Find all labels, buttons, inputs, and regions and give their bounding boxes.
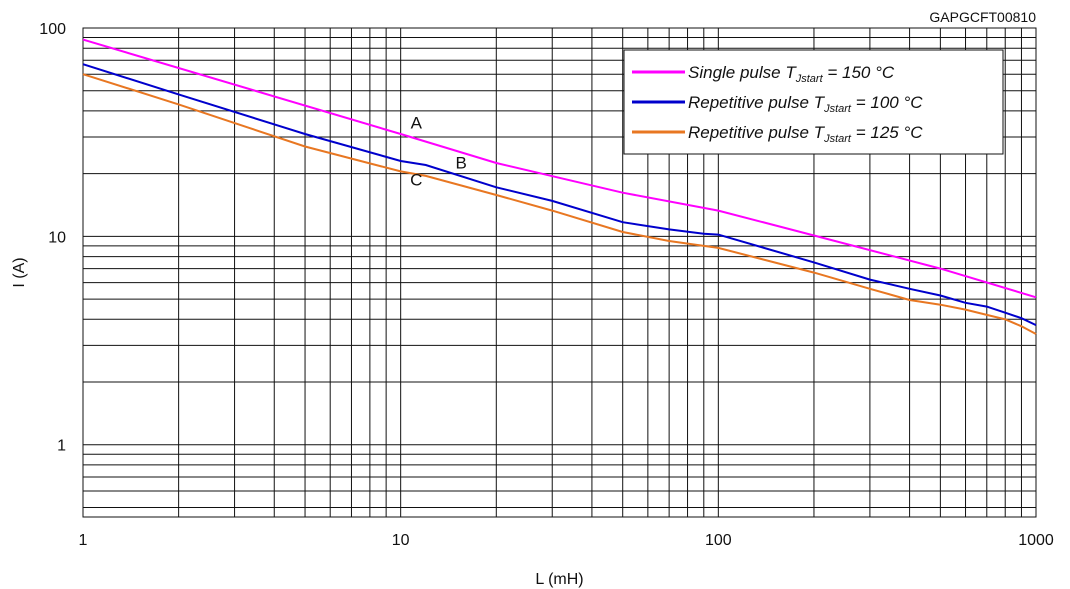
tick-labels: 1 10 100 1000 1 10 100 [39, 21, 1054, 549]
x-axis-label: L (mH) [535, 571, 583, 588]
y-tick-label: 100 [39, 21, 66, 38]
legend-label-1: Single pulse TJstart = 150 °C [688, 63, 895, 85]
series-line-2 [82, 63, 1037, 327]
x-tick-label: 10 [392, 532, 410, 549]
legend-box [623, 49, 1004, 155]
y-tick-label: 10 [48, 229, 66, 246]
curve-label-b: B [455, 153, 466, 172]
y-axis-label: I (A) [11, 257, 28, 287]
curve-annotations: A B C [410, 113, 467, 189]
series-line-1 [82, 38, 1037, 299]
x-tick-label: 1000 [1018, 532, 1054, 549]
x-tick-label: 100 [705, 532, 732, 549]
legend-label-2: Repetitive pulse TJstart = 100 °C [688, 93, 923, 115]
x-tick-label: 1 [79, 532, 88, 549]
plot-area [82, 27, 1037, 518]
series-lines [82, 38, 1037, 335]
figure-code: GAPGCFT00810 [929, 9, 1036, 25]
curve-label-a: A [411, 113, 423, 132]
legend: Single pulse TJstart = 150 °C Repetitive … [623, 49, 1004, 155]
series-line-3 [82, 73, 1037, 335]
y-tick-label: 1 [57, 438, 66, 455]
curve-label-c: C [410, 171, 422, 190]
legend-label-3: Repetitive pulse TJstart = 125 °C [688, 123, 923, 145]
